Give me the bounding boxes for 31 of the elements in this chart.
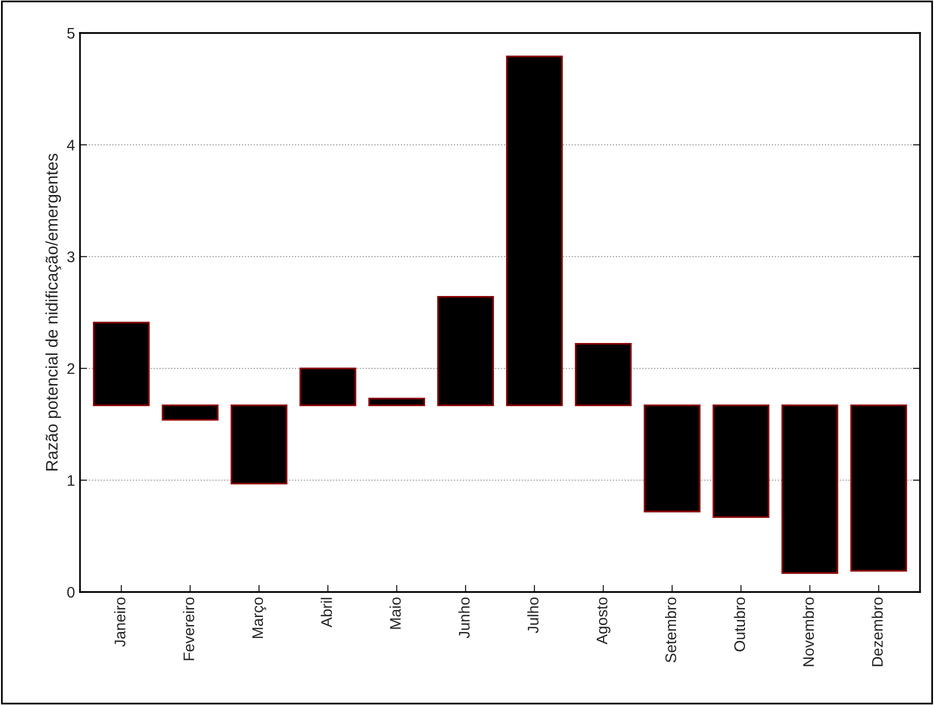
bar [644, 404, 701, 512]
x-tick-label: Maio [390, 598, 401, 629]
y-tick-label: 3 [67, 251, 74, 262]
bar [299, 368, 356, 406]
bar [781, 404, 838, 574]
bar [574, 342, 632, 406]
x-tick-label: Dezembro [872, 597, 883, 666]
x-tick-label: Agosto [596, 598, 610, 644]
y-tick-label: 5 [67, 28, 74, 39]
bar [850, 404, 908, 572]
bar [230, 404, 288, 484]
x-tick-label: Junho [458, 598, 470, 638]
y-axis-title: Razão potencial de nidificação/emergentes [45, 154, 62, 470]
y-tick-label: 4 [66, 140, 75, 150]
bar [368, 398, 426, 406]
bar [712, 404, 770, 518]
bar [162, 404, 219, 421]
x-tick-label: Julho [527, 598, 539, 634]
x-tick-label: Abril [320, 598, 332, 628]
x-tick-label: Outubro [734, 597, 746, 652]
x-tick-label: Janeiro [114, 598, 126, 647]
y-tick-label: 1 [68, 475, 74, 486]
x-tick-label: Março [252, 598, 266, 638]
bar [506, 56, 563, 406]
x-tick-label: Setembro [665, 597, 676, 662]
bar [437, 296, 494, 406]
y-tick-label: 2 [67, 363, 74, 374]
bar [92, 322, 150, 406]
x-tick-label: Novembro [802, 597, 814, 666]
y-tick-label: 0 [67, 586, 75, 598]
x-tick-label: Fevereiro [183, 597, 194, 660]
